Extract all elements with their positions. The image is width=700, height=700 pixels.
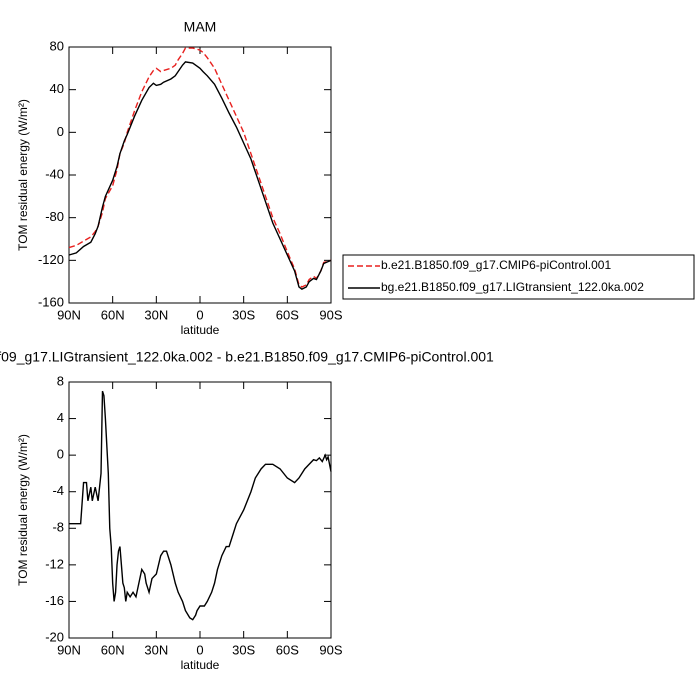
data-line [68,47,332,288]
y-tick-label: -16 [45,593,64,608]
data-line [69,390,332,621]
y-tick-label: 80 [50,38,64,53]
x-tick-label: 30S [232,307,255,322]
x-tick-label: 90N [57,642,81,657]
y-tick-label: 40 [50,81,64,96]
x-tick-label: 60S [276,307,299,322]
y-tick-label: 0 [57,124,64,139]
x-tick-label: 30S [232,642,255,657]
y-tick-label: -12 [45,556,64,571]
y-tick-label: -120 [38,252,64,267]
x-axis-label: latitude [181,658,220,672]
y-tick-label: -8 [52,520,64,535]
y-axis-label: TOM residual energy (W/m²) [16,434,30,586]
y-tick-label: -40 [45,166,64,181]
x-tick-label: 90N [57,307,81,322]
legend-label: bg.e21.B1850.f09_g17.LIGtransient_122.0k… [381,280,644,294]
legend-box [342,254,695,300]
y-tick-label: 8 [57,373,64,388]
legend-label: b.e21.B1850.f09_g17.CMIP6-piControl.001 [381,258,611,272]
x-tick-label: 60N [101,642,125,657]
x-tick-label: 90S [319,307,342,322]
data-line [68,61,332,290]
y-tick-label: -20 [45,629,64,644]
x-tick-label: 0 [196,307,203,322]
x-axis-label: latitude [181,323,220,337]
x-tick-label: 90S [319,642,342,657]
y-tick-label: -4 [52,483,64,498]
chart-title: MAM [184,19,217,35]
x-tick-label: 60S [276,642,299,657]
y-axis-label: TOM residual energy (W/m²) [16,99,30,251]
x-tick-label: 60N [101,307,125,322]
y-tick-label: 0 [57,447,64,462]
x-tick-label: 30N [144,307,168,322]
x-tick-label: 30N [144,642,168,657]
y-tick-label: -80 [45,209,64,224]
y-tick-label: -160 [38,294,64,309]
x-tick-label: 0 [196,642,203,657]
plot-frame [68,381,332,639]
y-tick-label: 4 [57,410,64,425]
chart-title: bg.e21.B1850.f09_g17.LIGtransient_122.0k… [0,349,494,365]
